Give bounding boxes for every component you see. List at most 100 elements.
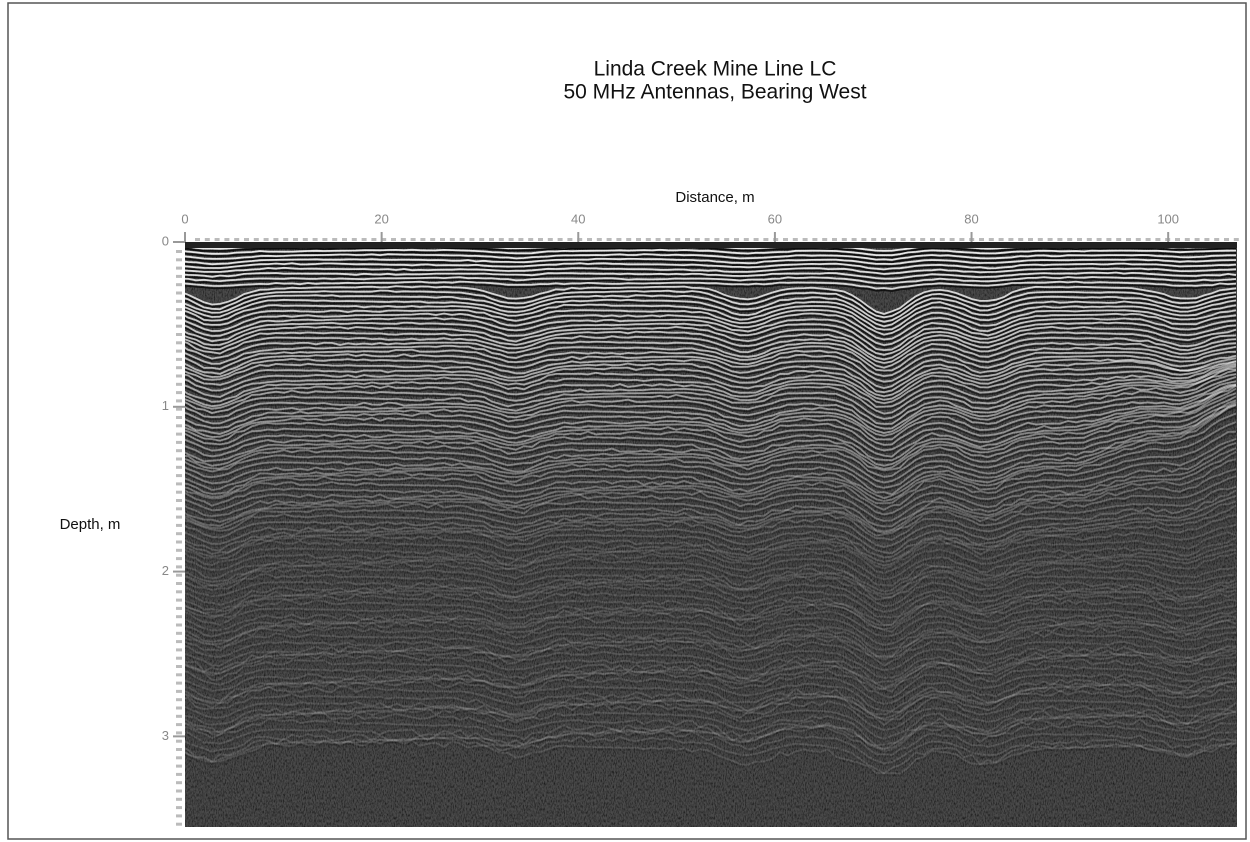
minor-tick bbox=[176, 541, 182, 544]
minor-tick bbox=[440, 238, 445, 241]
chart: Linda Creek Mine Line LC 50 MHz Antennas… bbox=[0, 0, 1250, 842]
minor-tick bbox=[616, 238, 621, 241]
minor-tick bbox=[176, 798, 182, 801]
minor-tick bbox=[1077, 238, 1082, 241]
minor-tick bbox=[283, 238, 288, 241]
minor-tick bbox=[176, 599, 182, 602]
minor-tick bbox=[176, 358, 182, 361]
minor-tick bbox=[176, 549, 182, 552]
minor-tick bbox=[528, 238, 533, 241]
minor-tick bbox=[176, 499, 182, 502]
minor-tick bbox=[176, 632, 182, 635]
minor-tick bbox=[176, 250, 182, 253]
minor-tick bbox=[685, 238, 690, 241]
minor-tick bbox=[1146, 238, 1151, 241]
radargram-image bbox=[180, 242, 1237, 827]
minor-tick bbox=[176, 682, 182, 685]
minor-tick bbox=[558, 238, 563, 241]
minor-tick bbox=[450, 238, 455, 241]
minor-tick bbox=[1234, 238, 1239, 241]
minor-tick bbox=[871, 238, 876, 241]
minor-tick bbox=[176, 350, 182, 353]
minor-tick bbox=[959, 238, 964, 241]
minor-tick bbox=[176, 267, 182, 270]
minor-tick bbox=[176, 532, 182, 535]
minor-tick bbox=[1175, 238, 1180, 241]
y-tick-label: 1 bbox=[162, 398, 169, 413]
minor-tick bbox=[567, 238, 572, 241]
minor-tick bbox=[176, 731, 182, 734]
surface-band bbox=[185, 242, 1237, 248]
minor-tick bbox=[303, 238, 308, 241]
minor-tick bbox=[176, 383, 182, 386]
minor-tick bbox=[176, 574, 182, 577]
minor-tick bbox=[675, 238, 680, 241]
minor-tick bbox=[215, 238, 220, 241]
minor-tick bbox=[999, 238, 1004, 241]
minor-tick bbox=[176, 715, 182, 718]
minor-tick bbox=[176, 441, 182, 444]
minor-tick bbox=[176, 466, 182, 469]
minor-tick bbox=[920, 238, 925, 241]
minor-tick bbox=[176, 449, 182, 452]
minor-tick bbox=[273, 238, 278, 241]
minor-tick bbox=[499, 238, 504, 241]
minor-tick bbox=[244, 238, 249, 241]
minor-tick bbox=[1214, 238, 1219, 241]
minor-tick bbox=[176, 582, 182, 585]
minor-tick bbox=[1038, 238, 1043, 241]
minor-tick bbox=[176, 615, 182, 618]
minor-tick bbox=[176, 624, 182, 627]
minor-tick bbox=[176, 458, 182, 461]
minor-tick bbox=[176, 507, 182, 510]
minor-tick bbox=[646, 238, 651, 241]
minor-tick bbox=[930, 238, 935, 241]
minor-tick bbox=[832, 238, 837, 241]
minor-tick bbox=[420, 238, 425, 241]
minor-tick bbox=[176, 740, 182, 743]
minor-tick bbox=[176, 524, 182, 527]
minor-tick bbox=[469, 238, 474, 241]
minor-tick bbox=[1057, 238, 1062, 241]
minor-tick bbox=[176, 781, 182, 784]
minor-tick bbox=[1155, 238, 1160, 241]
minor-tick bbox=[362, 238, 367, 241]
minor-tick bbox=[224, 238, 229, 241]
minor-tick bbox=[176, 756, 182, 759]
minor-tick bbox=[979, 238, 984, 241]
minor-tick bbox=[176, 341, 182, 344]
minor-tick bbox=[803, 238, 808, 241]
minor-tick bbox=[176, 590, 182, 593]
minor-tick bbox=[176, 275, 182, 278]
minor-tick bbox=[176, 673, 182, 676]
minor-tick bbox=[626, 238, 631, 241]
minor-tick bbox=[234, 238, 239, 241]
minor-tick bbox=[176, 399, 182, 402]
minor-tick bbox=[176, 474, 182, 477]
minor-tick bbox=[264, 238, 269, 241]
minor-tick bbox=[176, 765, 182, 768]
minor-tick bbox=[176, 690, 182, 693]
minor-tick bbox=[176, 258, 182, 261]
minor-tick bbox=[322, 238, 327, 241]
minor-tick bbox=[734, 238, 739, 241]
minor-tick bbox=[1048, 238, 1053, 241]
minor-tick bbox=[176, 316, 182, 319]
minor-tick bbox=[411, 238, 416, 241]
minor-tick bbox=[989, 238, 994, 241]
x-tick-label: 40 bbox=[571, 211, 585, 226]
minor-tick bbox=[176, 557, 182, 560]
minor-tick bbox=[548, 238, 553, 241]
minor-tick bbox=[754, 238, 759, 241]
minor-tick bbox=[509, 238, 514, 241]
minor-tick bbox=[176, 665, 182, 668]
y-tick-label: 3 bbox=[162, 728, 169, 743]
minor-tick bbox=[176, 366, 182, 369]
minor-tick bbox=[852, 238, 857, 241]
minor-tick bbox=[607, 238, 612, 241]
minor-tick bbox=[1126, 238, 1131, 241]
minor-tick bbox=[538, 238, 543, 241]
minor-tick bbox=[1018, 238, 1023, 241]
minor-tick bbox=[176, 391, 182, 394]
minor-tick bbox=[724, 238, 729, 241]
